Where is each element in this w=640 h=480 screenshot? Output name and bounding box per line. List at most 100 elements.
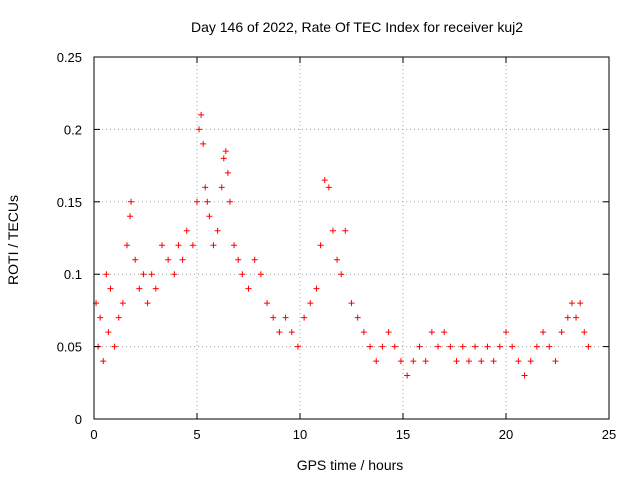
data-point bbox=[204, 198, 211, 205]
data-point bbox=[183, 227, 190, 234]
y-tick-label: 0.2 bbox=[64, 122, 82, 137]
data-point bbox=[317, 242, 324, 249]
data-point bbox=[348, 300, 355, 307]
data-point bbox=[447, 343, 454, 350]
data-point bbox=[218, 184, 225, 191]
data-point bbox=[385, 329, 392, 336]
data-point bbox=[521, 372, 528, 379]
data-point bbox=[144, 300, 151, 307]
data-point bbox=[546, 343, 553, 350]
data-point bbox=[171, 271, 178, 278]
data-point bbox=[119, 300, 126, 307]
plot-frame bbox=[93, 56, 610, 420]
data-point bbox=[490, 358, 497, 365]
x-tick-label: 25 bbox=[602, 427, 616, 442]
data-point bbox=[342, 227, 349, 234]
data-point bbox=[321, 177, 328, 184]
data-point bbox=[103, 271, 110, 278]
x-tick-label: 20 bbox=[499, 427, 513, 442]
chart-title: Day 146 of 2022, Rate Of TEC Index for r… bbox=[191, 19, 523, 35]
data-point bbox=[577, 300, 584, 307]
data-point bbox=[270, 314, 277, 321]
data-point bbox=[484, 343, 491, 350]
data-point bbox=[97, 314, 104, 321]
y-tick-label: 0.05 bbox=[57, 340, 82, 355]
data-point bbox=[123, 242, 130, 249]
data-point bbox=[428, 329, 435, 336]
data-point bbox=[196, 126, 203, 133]
data-point bbox=[231, 242, 238, 249]
data-point bbox=[148, 271, 155, 278]
data-point bbox=[107, 285, 114, 292]
data-point bbox=[245, 285, 252, 292]
data-point bbox=[334, 256, 341, 263]
data-point bbox=[329, 227, 336, 234]
data-point bbox=[367, 343, 374, 350]
data-point bbox=[391, 343, 398, 350]
data-point bbox=[307, 300, 314, 307]
data-point bbox=[214, 227, 221, 234]
data-point bbox=[373, 358, 380, 365]
data-point bbox=[158, 242, 165, 249]
y-tick-label: 0 bbox=[75, 412, 82, 427]
data-point bbox=[224, 169, 231, 176]
data-point bbox=[282, 314, 289, 321]
data-point bbox=[435, 343, 442, 350]
data-point bbox=[441, 329, 448, 336]
data-point bbox=[410, 358, 417, 365]
data-point bbox=[453, 358, 460, 365]
data-point bbox=[222, 148, 229, 155]
data-point bbox=[465, 358, 472, 365]
points-layer bbox=[93, 111, 592, 379]
data-point bbox=[251, 256, 258, 263]
data-point bbox=[338, 271, 345, 278]
data-point bbox=[533, 343, 540, 350]
x-tick-label: 5 bbox=[193, 427, 200, 442]
data-point bbox=[288, 329, 295, 336]
data-point bbox=[527, 358, 534, 365]
data-point bbox=[111, 343, 118, 350]
data-point bbox=[200, 140, 207, 147]
data-point bbox=[422, 358, 429, 365]
data-point bbox=[276, 329, 283, 336]
data-point bbox=[165, 256, 172, 263]
data-point bbox=[379, 343, 386, 350]
data-point bbox=[325, 184, 332, 191]
data-point bbox=[573, 314, 580, 321]
y-tick-label: 0.1 bbox=[64, 267, 82, 282]
data-point bbox=[564, 314, 571, 321]
data-point bbox=[202, 184, 209, 191]
data-point bbox=[515, 358, 522, 365]
y-tick-label: 0.25 bbox=[57, 50, 82, 65]
data-point bbox=[235, 256, 242, 263]
data-point bbox=[585, 343, 592, 350]
data-point bbox=[210, 242, 217, 249]
data-point bbox=[128, 198, 135, 205]
data-point bbox=[206, 213, 213, 220]
data-point bbox=[115, 314, 122, 321]
data-point bbox=[264, 300, 271, 307]
data-point bbox=[140, 271, 147, 278]
data-point bbox=[472, 343, 479, 350]
data-point bbox=[239, 271, 246, 278]
data-point bbox=[226, 198, 233, 205]
x-tick-label: 0 bbox=[90, 427, 97, 442]
data-point bbox=[175, 242, 182, 249]
data-point bbox=[189, 242, 196, 249]
x-axis-label: GPS time / hours bbox=[297, 457, 404, 473]
data-point bbox=[301, 314, 308, 321]
data-point bbox=[152, 285, 159, 292]
data-point bbox=[581, 329, 588, 336]
x-tick-label: 10 bbox=[293, 427, 307, 442]
data-point bbox=[360, 329, 367, 336]
data-point bbox=[558, 329, 565, 336]
data-point bbox=[132, 256, 139, 263]
data-point bbox=[397, 358, 404, 365]
ticks-layer: 0 5 10 15 20 25 0 0.05 0.1 0.15 0.2 0.25 bbox=[57, 50, 617, 442]
data-point bbox=[503, 329, 509, 336]
data-point bbox=[198, 111, 205, 118]
data-point bbox=[313, 285, 320, 292]
data-point bbox=[257, 271, 264, 278]
